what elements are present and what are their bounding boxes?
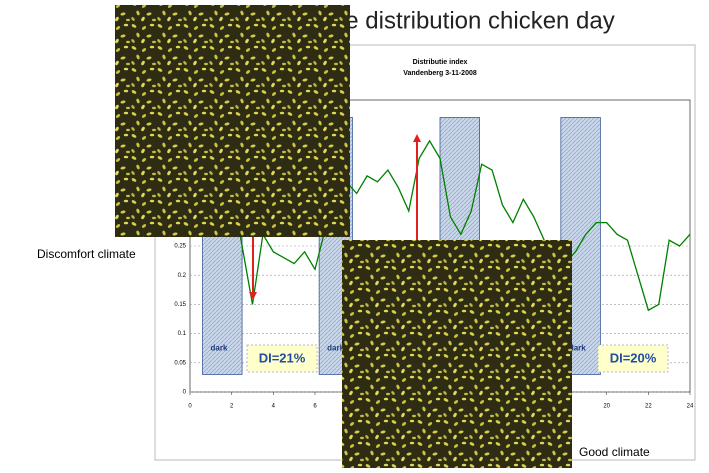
y-tick-label: 0.2: [178, 273, 187, 279]
chart-title: Distributie index: [413, 59, 468, 66]
annotation: DI=21%: [259, 350, 306, 365]
x-tick-label: 24: [687, 404, 694, 410]
dark-label: dark: [569, 344, 586, 353]
left-label: Discomfort climate: [37, 247, 136, 261]
dark-label: dark: [327, 344, 344, 353]
x-tick-label: 4: [272, 404, 276, 410]
y-tick-label: 0.25: [174, 244, 186, 250]
photo: [342, 240, 572, 468]
y-tick-label: 0.15: [174, 302, 186, 308]
x-tick-label: 2: [230, 404, 234, 410]
x-tick-label: 6: [313, 404, 317, 410]
line-series: [189, 139, 691, 312]
y-tick-label: 0: [183, 390, 187, 396]
photo: [115, 5, 350, 237]
annotation-box: [246, 344, 318, 373]
y-tick-label: 0.1: [178, 331, 187, 337]
x-tick-label: 20: [603, 404, 610, 410]
x-tick-label: 0: [188, 404, 192, 410]
annotation: DI=20%: [610, 350, 657, 365]
right-label: Good climate: [579, 445, 650, 459]
chart-subtitle: Vandenberg 3-11-2008: [403, 70, 477, 77]
arrow-head: [413, 134, 421, 142]
arrow-head: [249, 292, 257, 300]
y-tick-label: 0.05: [174, 360, 186, 366]
x-tick-label: 22: [645, 404, 652, 410]
dark-label: dark: [211, 344, 228, 353]
annotation-box: [597, 344, 669, 373]
overlay: Discomfort climate Good climate: [37, 5, 650, 468]
